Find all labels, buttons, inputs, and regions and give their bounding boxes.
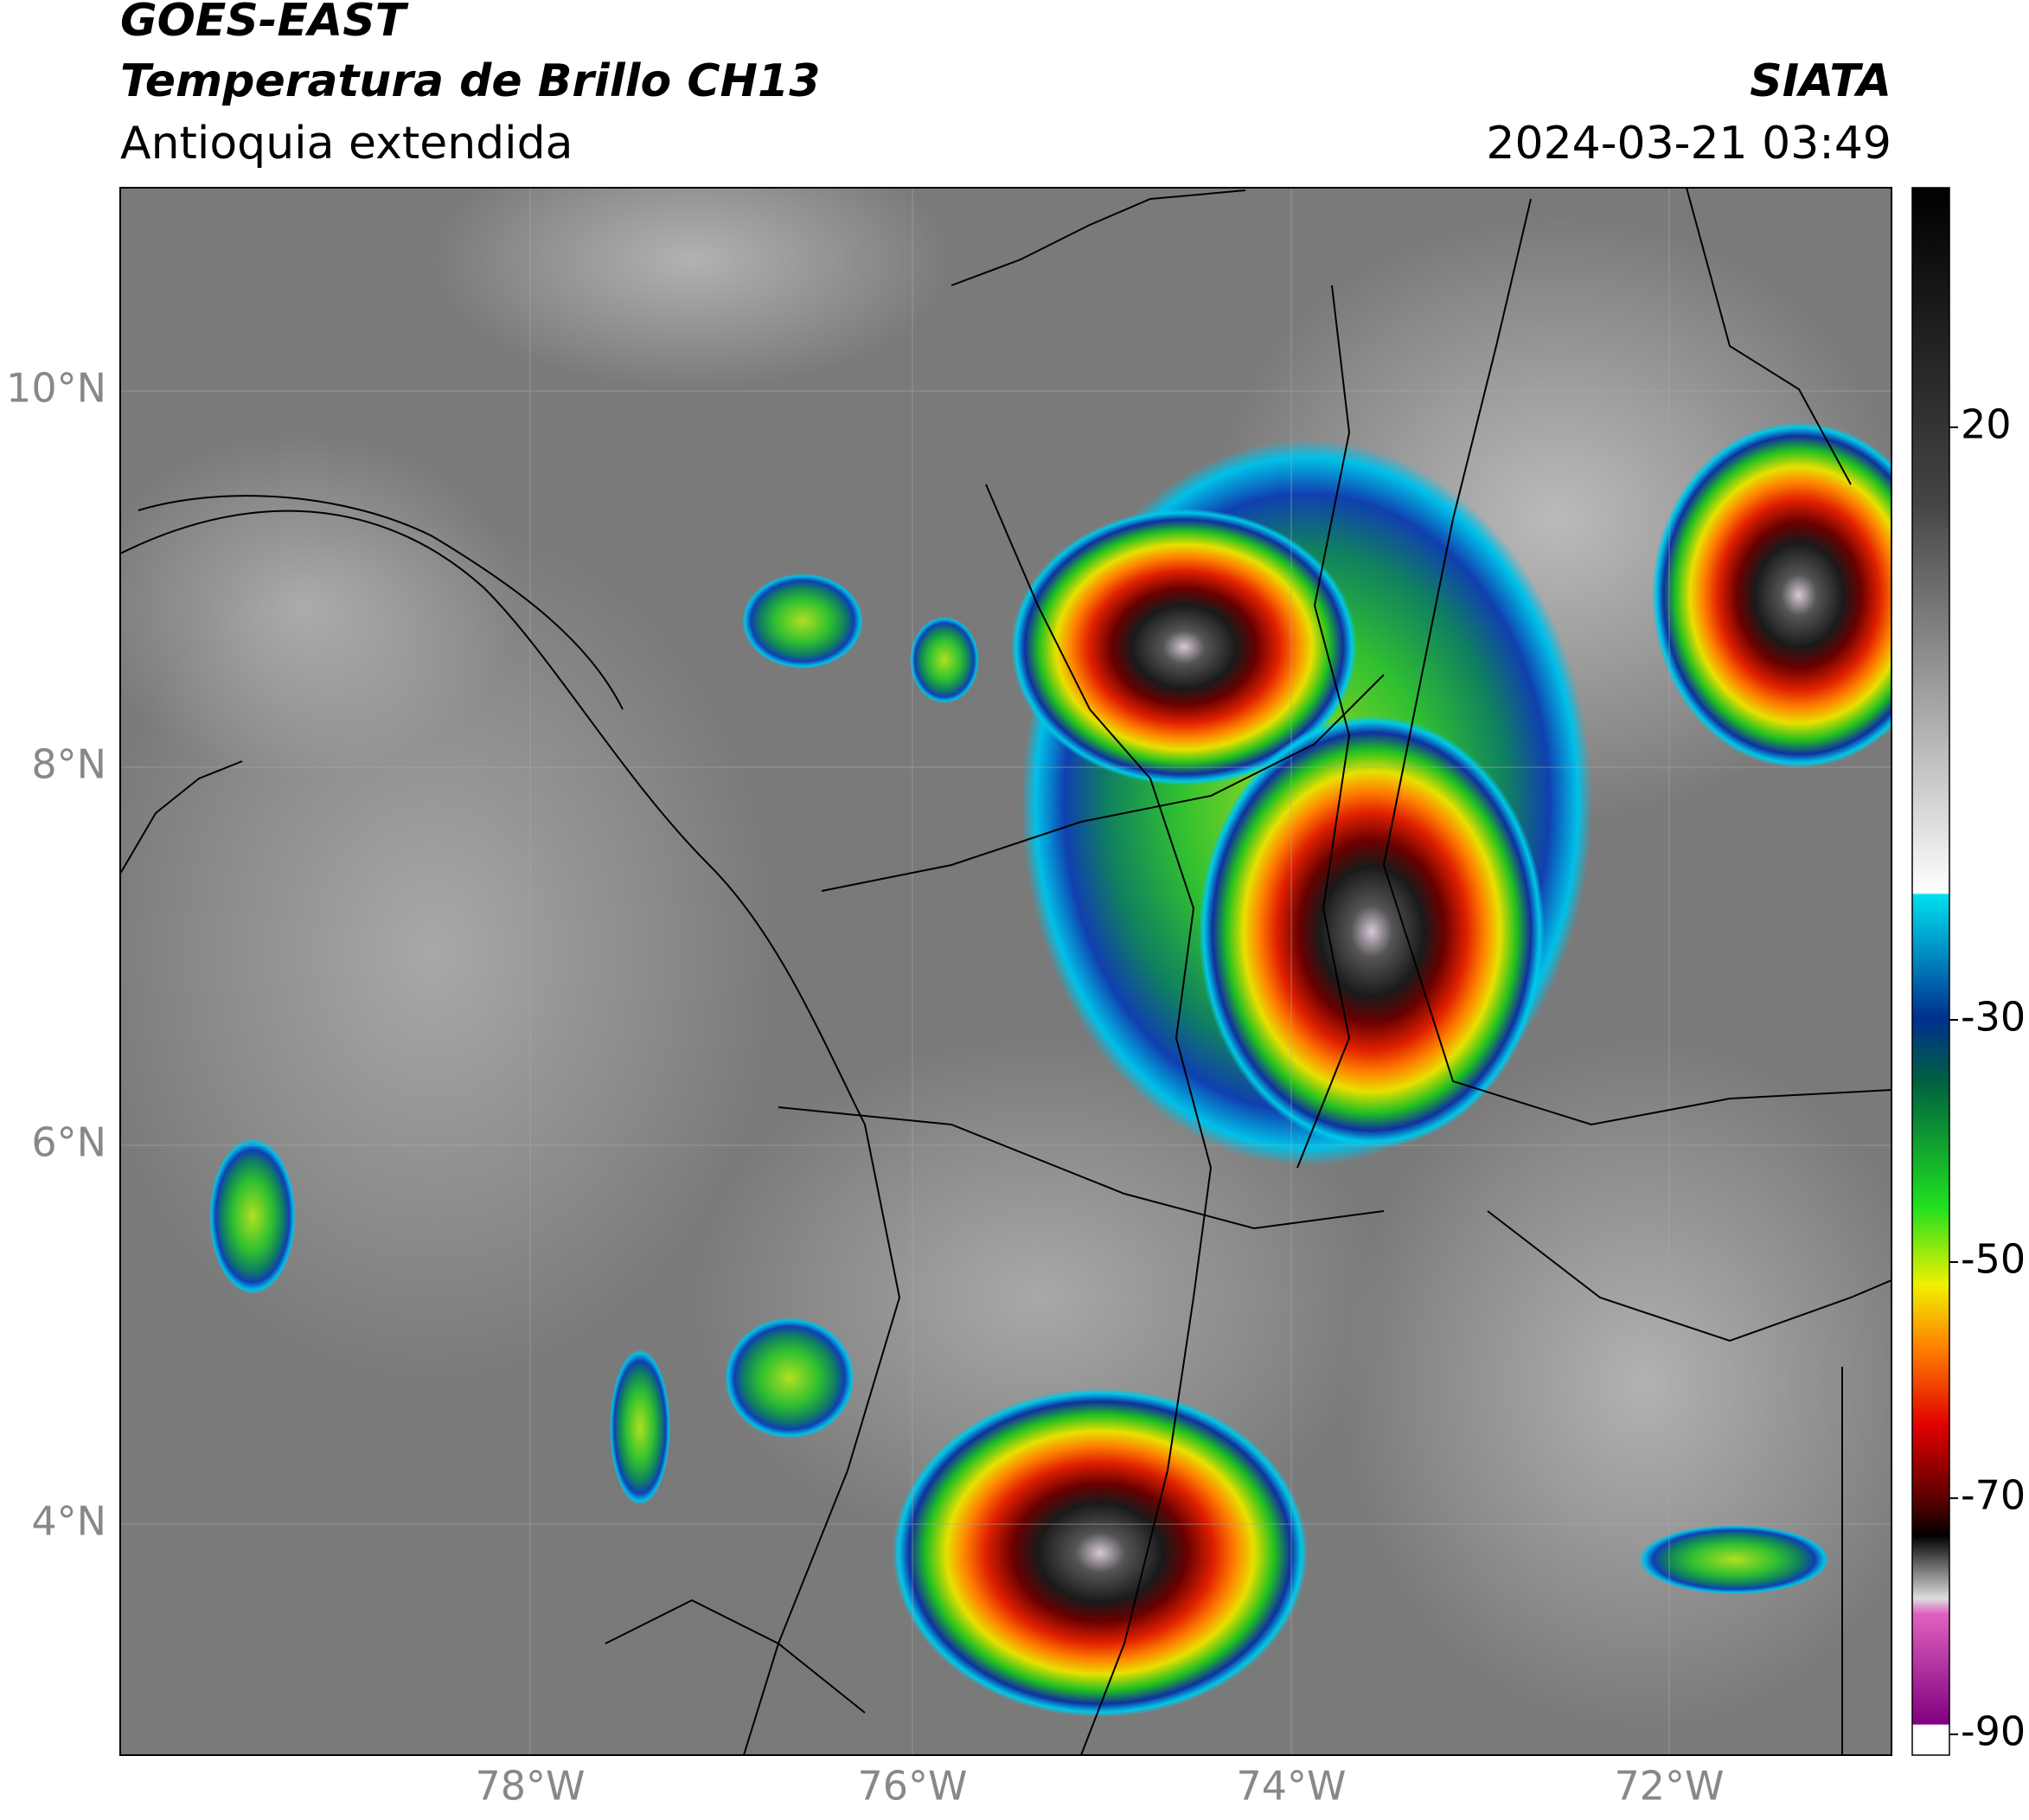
map-frame: [119, 187, 1892, 1756]
colorbar-label: 20: [1961, 401, 2012, 448]
region: Antioquia extendida: [120, 118, 573, 170]
source: SIATA: [1750, 55, 1891, 107]
lon-label: 72°W: [1614, 1763, 1724, 1810]
colorbar-label: -90: [1961, 1708, 2026, 1755]
colorbar-label: -30: [1961, 994, 2026, 1041]
colorbar: [1911, 187, 1950, 1756]
subtitle: Temperatura de Brillo CH13: [120, 55, 820, 107]
lat-label: 6°N: [31, 1119, 106, 1166]
lon-label: 74°W: [1236, 1763, 1346, 1810]
lat-label: 8°N: [31, 741, 106, 788]
lat-label: 4°N: [31, 1498, 106, 1545]
colorbar-label: -50: [1961, 1236, 2026, 1283]
lon-label: 78°W: [475, 1763, 585, 1810]
title: GOES-EAST: [120, 0, 409, 47]
map-image: [120, 188, 1891, 1755]
lon-label: 76°W: [857, 1763, 967, 1810]
lat-label: 10°N: [6, 365, 106, 412]
colorbar-label: -70: [1961, 1472, 2026, 1519]
datetime: 2024-03-21 03:49: [1486, 118, 1891, 170]
